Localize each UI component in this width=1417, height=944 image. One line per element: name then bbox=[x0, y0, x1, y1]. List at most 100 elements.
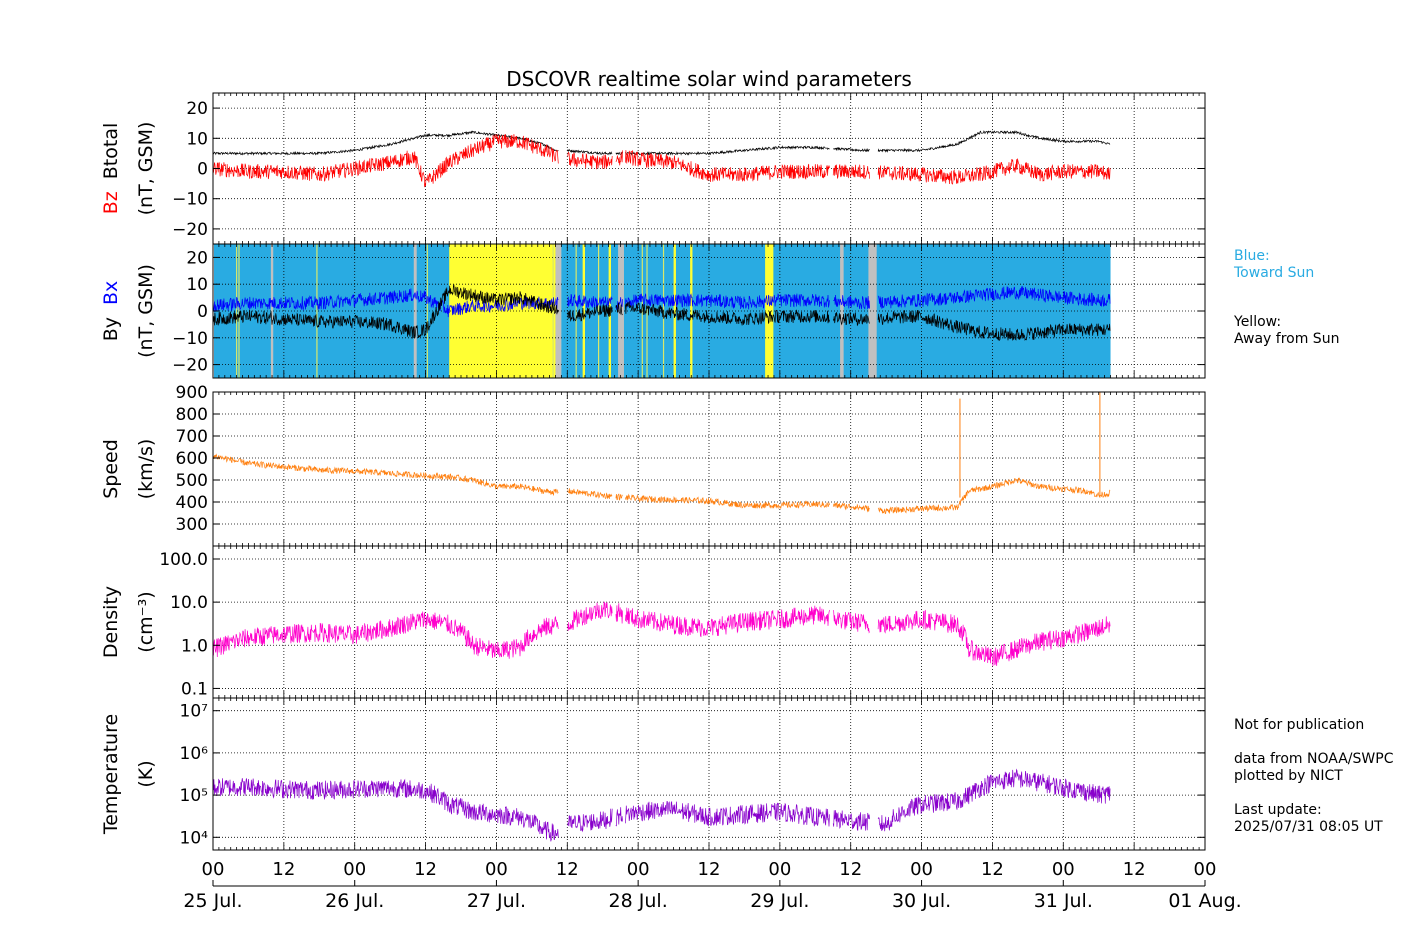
sector-gap-band bbox=[840, 244, 844, 378]
y-tick-label: 10.0 bbox=[170, 593, 208, 613]
panel-bxby: 20 10 0 −10 −20 By Bx (nT, GSM) bbox=[100, 243, 1206, 379]
credits-block: Not for publication data from NOAA/SWPC … bbox=[1234, 717, 1393, 836]
x-tick-label: 00 bbox=[1052, 859, 1075, 880]
y-tick-label: 100.0 bbox=[159, 550, 208, 570]
y-axis-series-name: Bx bbox=[100, 281, 122, 305]
away-from-sun-title: Yellow: bbox=[1234, 314, 1282, 330]
y-axis-series-name: Density bbox=[100, 586, 122, 658]
y-axis-units: (K) bbox=[135, 760, 157, 787]
sector-away-spike bbox=[238, 244, 240, 378]
date-label: 26 Jul. bbox=[325, 890, 384, 912]
x-tick-label: 00 bbox=[910, 859, 933, 880]
panel-density: 100.0 10.0 1.0 0.1 Density (cm⁻³) bbox=[100, 545, 1206, 699]
x-tick-label: 00 bbox=[627, 859, 650, 880]
y-axis-series-name: Temperature bbox=[100, 714, 122, 835]
series-bx-line bbox=[212, 286, 1111, 318]
sector-away-band bbox=[690, 244, 693, 378]
y-tick-label: 10⁴ bbox=[180, 828, 209, 848]
panel-frame bbox=[212, 391, 1206, 547]
sector-away-spike bbox=[552, 244, 554, 378]
series-density-line bbox=[212, 601, 1111, 667]
x-tick-label: 12 bbox=[1123, 859, 1146, 880]
away-from-sun-text: Away from Sun bbox=[1234, 331, 1340, 347]
sector-away-spike bbox=[236, 244, 238, 378]
sector-away-spike bbox=[597, 244, 600, 378]
plotted-by-note: plotted by NICT bbox=[1234, 768, 1343, 784]
y-tick-label: 20 bbox=[186, 248, 208, 268]
y-axis-series-name: Btotal bbox=[100, 123, 122, 179]
series-btotal-line bbox=[212, 130, 1111, 156]
not-for-publication-note: Not for publication bbox=[1234, 717, 1365, 733]
x-tick-label: 00 bbox=[1194, 859, 1217, 880]
y-tick-label: 0 bbox=[197, 160, 208, 180]
x-tick-label: 00 bbox=[485, 859, 508, 880]
chart-title: DSCOVR realtime solar wind parameters bbox=[506, 67, 912, 91]
sector-gap-band bbox=[413, 244, 417, 378]
y-tick-label: 10⁵ bbox=[180, 786, 208, 806]
x-tick-label: 00 bbox=[202, 859, 225, 880]
y-tick-label: 10⁷ bbox=[180, 702, 209, 722]
sector-away-spike bbox=[316, 244, 318, 378]
last-update-value: 2025/07/31 08:05 UT bbox=[1234, 819, 1383, 835]
date-label: 27 Jul. bbox=[467, 890, 526, 912]
x-axis: 00 12 00 12 00 12 00 12 00 12 00 12 00 12 00 25 Jul. 26 … bbox=[183, 859, 1241, 912]
date-label: 30 Jul. bbox=[892, 890, 951, 912]
y-axis-units: (nT, GSM) bbox=[135, 122, 157, 216]
series-temperature-line bbox=[212, 768, 1111, 842]
y-tick-label: 1.0 bbox=[181, 636, 208, 656]
y-axis-units: (cm⁻³) bbox=[135, 591, 157, 652]
y-axis-series-name: Speed bbox=[100, 439, 122, 499]
y-tick-label: 700 bbox=[176, 427, 208, 447]
y-axis-label: Temperature bbox=[100, 714, 122, 835]
x-tick-label: 12 bbox=[414, 859, 437, 880]
y-axis-label: Density bbox=[100, 586, 122, 658]
y-tick-label: 500 bbox=[176, 471, 208, 491]
y-tick-label: 800 bbox=[176, 405, 208, 425]
x-tick-label: 12 bbox=[839, 859, 862, 880]
y-tick-label: 0 bbox=[197, 302, 208, 322]
date-label: 28 Jul. bbox=[609, 890, 668, 912]
x-tick-label: 12 bbox=[698, 859, 721, 880]
y-tick-label: 300 bbox=[176, 515, 208, 535]
series-by-line bbox=[212, 284, 1111, 342]
y-tick-label: −10 bbox=[172, 190, 208, 210]
chart-panels: 20 10 0 −10 −20 Bz Btotal (nT, GSM) 20 10 0 −10 −20 B… bbox=[100, 92, 1206, 851]
date-label: 31 Jul. bbox=[1034, 890, 1093, 912]
x-tick-label: 12 bbox=[556, 859, 579, 880]
x-tick-label: 12 bbox=[981, 859, 1004, 880]
data-source-note: data from NOAA/SWPC bbox=[1234, 751, 1394, 767]
away-from-sun-legend: Yellow: Away from Sun bbox=[1234, 314, 1339, 348]
y-tick-label: 10⁶ bbox=[180, 744, 209, 764]
y-tick-label: −20 bbox=[172, 356, 208, 376]
date-label: 29 Jul. bbox=[750, 890, 809, 912]
sector-gap-band bbox=[270, 244, 274, 378]
toward-sun-legend: Blue: Toward Sun bbox=[1234, 248, 1314, 282]
date-label: 25 Jul. bbox=[183, 890, 242, 912]
sector-gap-band bbox=[868, 244, 877, 378]
y-axis-series-name: By bbox=[100, 317, 122, 341]
last-update-label: Last update: bbox=[1234, 802, 1322, 818]
y-axis-units: (nT, GSM) bbox=[135, 264, 157, 358]
toward-sun-title: Blue: bbox=[1234, 248, 1270, 264]
sector-away-band bbox=[673, 244, 676, 378]
x-tick-label: 00 bbox=[343, 859, 366, 880]
y-axis-label: Speed bbox=[100, 439, 122, 499]
y-axis-series-name: Bz bbox=[100, 191, 122, 214]
y-tick-label: 10 bbox=[186, 275, 208, 295]
y-tick-label: 10 bbox=[186, 129, 208, 149]
y-tick-label: −10 bbox=[172, 329, 208, 349]
x-tick-label: 12 bbox=[272, 859, 295, 880]
series-speed-line bbox=[212, 453, 1111, 515]
y-tick-label: 20 bbox=[186, 99, 208, 119]
panel-mag: 20 10 0 −10 −20 Bz Btotal (nT, GSM) bbox=[100, 92, 1206, 245]
y-axis-units: (km/s) bbox=[135, 439, 157, 500]
y-tick-label: 400 bbox=[176, 493, 208, 513]
series-bz-line bbox=[212, 133, 1111, 188]
y-axis-label: By Bx bbox=[100, 281, 122, 342]
y-tick-label: 0.1 bbox=[181, 679, 208, 699]
date-label: 01 Aug. bbox=[1168, 890, 1241, 912]
sector-away-spike bbox=[426, 244, 428, 378]
y-tick-label: 900 bbox=[176, 383, 208, 403]
